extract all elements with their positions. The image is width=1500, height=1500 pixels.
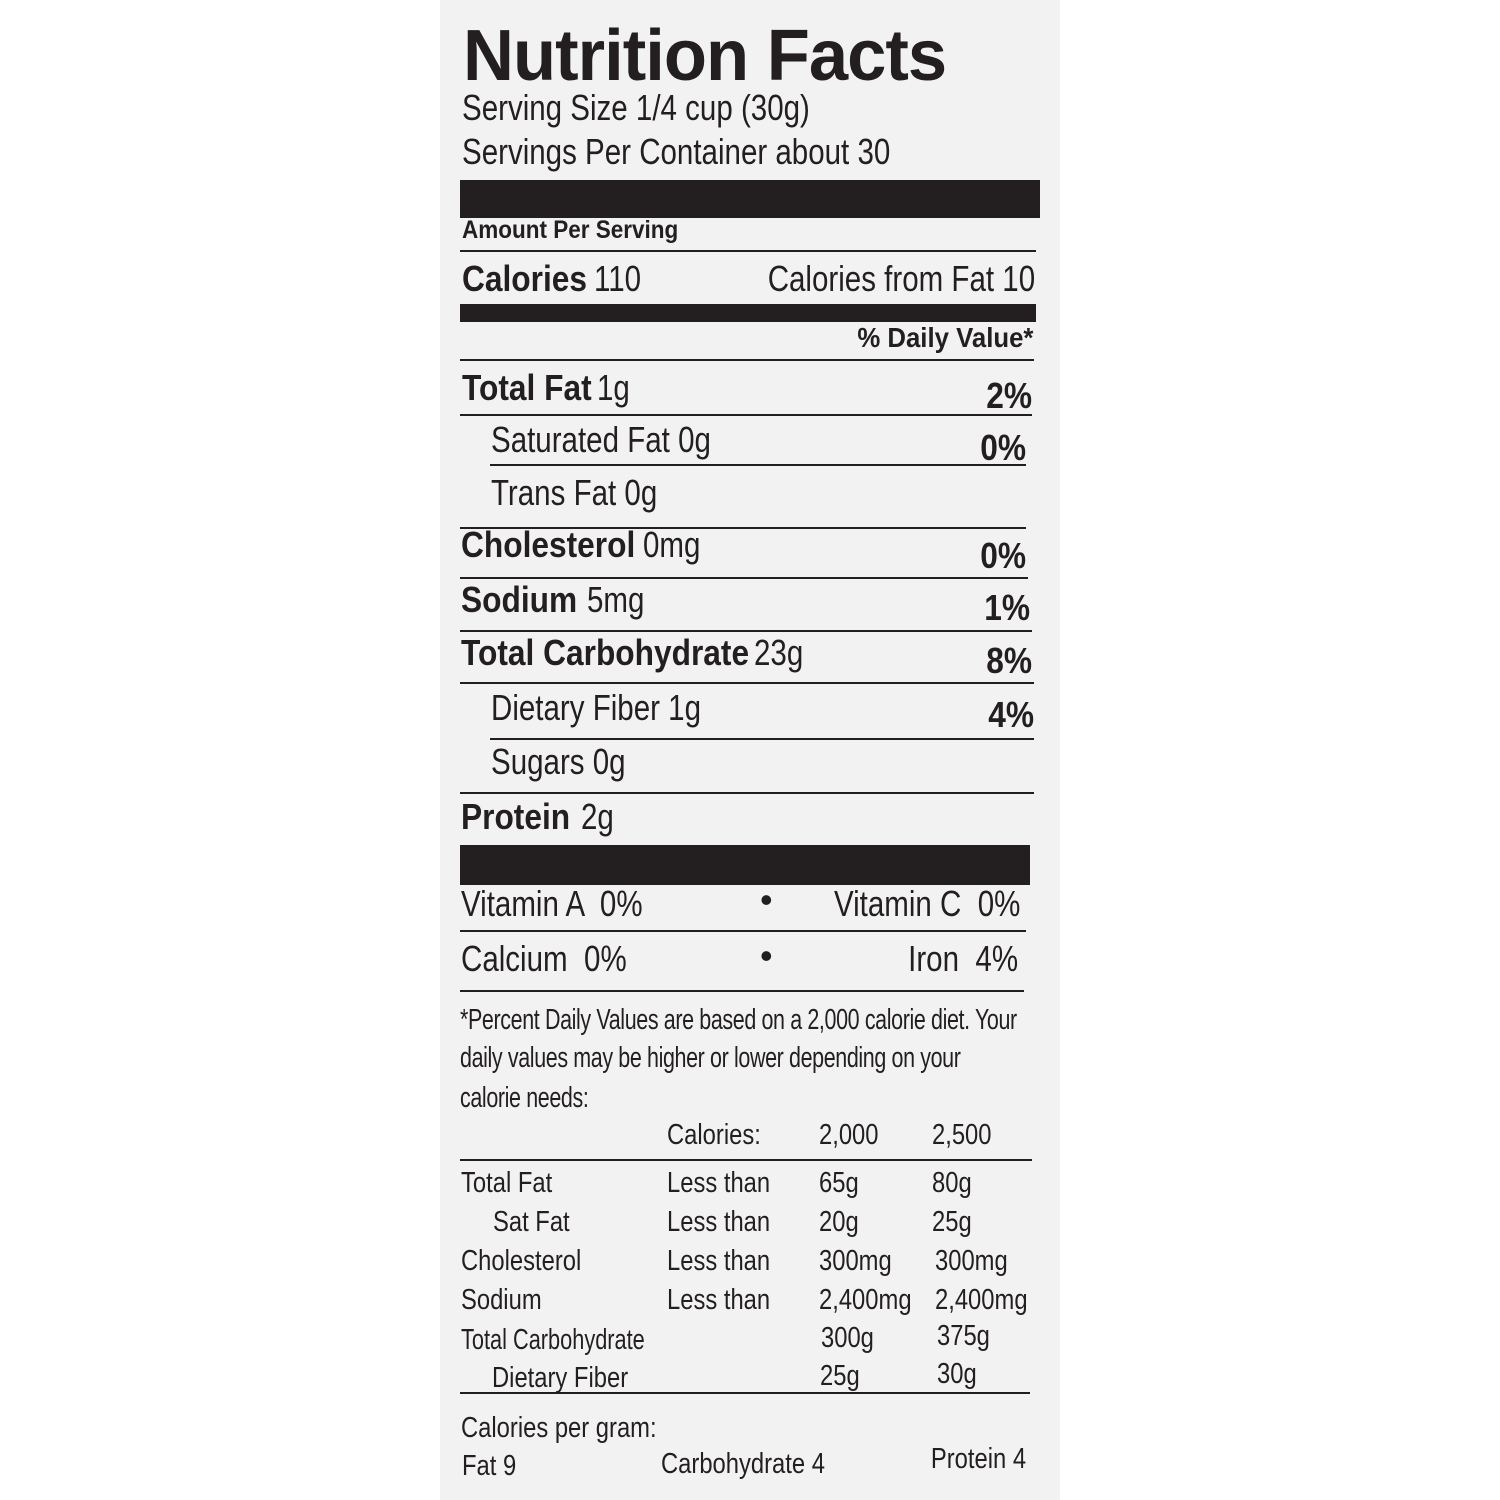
divider bbox=[460, 630, 1032, 632]
dv-table-header-2500: 2,500 bbox=[932, 1119, 992, 1151]
calories-from-fat: Calories from Fat 10 bbox=[767, 258, 1035, 299]
nutrient-total-carbohydrate: Total Carbohydrate 23g bbox=[461, 635, 814, 671]
nutrient-amount: 23g bbox=[754, 632, 804, 673]
nutrient-dietary-fiber: Dietary Fiber 1g bbox=[491, 690, 701, 726]
divider bbox=[460, 250, 1036, 252]
footnote-line: daily values may be higher or lower depe… bbox=[460, 1042, 961, 1074]
thick-divider bbox=[460, 304, 1036, 322]
dv-table-cell: Less than bbox=[667, 1245, 771, 1277]
nutrient-label: Total Carbohydrate bbox=[461, 632, 750, 673]
thick-divider bbox=[460, 845, 1030, 885]
nutrient-sugars: Sugars 0g bbox=[491, 744, 626, 780]
thick-divider bbox=[460, 180, 1040, 218]
nutrient-total-fat: Total Fat 1g bbox=[462, 370, 637, 406]
calories-row: Calories 110 bbox=[462, 261, 651, 297]
servings-per-container: Servings Per Container about 30 bbox=[462, 131, 891, 172]
dv-table-cell: Less than bbox=[667, 1167, 771, 1199]
dv-table-cell: Sat Fat bbox=[493, 1206, 570, 1238]
calories-per-gram-fat: Fat 9 bbox=[462, 1450, 517, 1482]
divider bbox=[460, 930, 1026, 932]
dv-table-header-2000: 2,000 bbox=[819, 1119, 879, 1151]
divider bbox=[460, 527, 1026, 529]
nutrient-label: Saturated Fat bbox=[491, 419, 670, 460]
dv-table-cell: Sodium bbox=[461, 1284, 542, 1316]
bullet: • bbox=[760, 879, 773, 920]
calcium: Calcium 0% bbox=[461, 938, 627, 979]
dv-table-header-calories: Calories: bbox=[667, 1119, 761, 1151]
footnote-line: *Percent Daily Values are based on a 2,0… bbox=[460, 1004, 1017, 1036]
dv-table-cell: 25g bbox=[820, 1360, 860, 1392]
divider bbox=[490, 738, 1034, 740]
dv-table-cell: 300mg bbox=[935, 1245, 1008, 1277]
dv-saturated-fat: 0% bbox=[980, 427, 1026, 468]
dv-table-cell: 2,400mg bbox=[935, 1284, 1028, 1316]
calories-per-gram-label: Calories per gram: bbox=[461, 1412, 657, 1444]
dv-table-cell: Less than bbox=[667, 1206, 771, 1238]
dv-total-fat: 2% bbox=[986, 375, 1032, 416]
dv-table-cell: 2,400mg bbox=[819, 1284, 912, 1316]
nutrient-label: Dietary Fiber bbox=[491, 687, 660, 728]
amount-per-serving: Amount Per Serving bbox=[462, 216, 679, 244]
divider bbox=[460, 990, 1024, 992]
divider bbox=[460, 1392, 1030, 1394]
dv-table-cell: Dietary Fiber bbox=[492, 1362, 629, 1394]
dv-table-cell: 80g bbox=[932, 1167, 972, 1199]
calories-value: 110 bbox=[594, 258, 642, 299]
vitamin-c: Vitamin C 0% bbox=[833, 883, 1020, 924]
dv-total-carbohydrate: 8% bbox=[986, 640, 1032, 681]
calories-label: Calories bbox=[462, 258, 588, 299]
dv-table-cell: Total Fat bbox=[461, 1167, 553, 1199]
dv-table-cell: 65g bbox=[819, 1167, 859, 1199]
calories-per-gram-protein: Protein 4 bbox=[930, 1443, 1026, 1475]
dv-table-cell: 30g bbox=[937, 1358, 977, 1390]
nutrient-sodium: Sodium 5mg bbox=[461, 582, 657, 618]
dv-table-cell: Less than bbox=[667, 1284, 771, 1316]
nutrient-protein: Protein 2g bbox=[461, 799, 621, 835]
dv-table-cell: 300g bbox=[821, 1322, 874, 1354]
divider bbox=[490, 464, 1026, 466]
nutrient-label: Total Fat bbox=[462, 367, 592, 408]
nutrient-label: Sugars bbox=[491, 741, 585, 782]
vitamin-a: Vitamin A 0% bbox=[461, 883, 643, 924]
nutrient-cholesterol: Cholesterol 0mg bbox=[461, 527, 713, 563]
dv-table-cell: 375g bbox=[937, 1320, 990, 1352]
dv-dietary-fiber: 4% bbox=[988, 694, 1034, 735]
nutrient-amount: 5mg bbox=[587, 579, 645, 620]
dv-table-cell: Cholesterol bbox=[461, 1245, 582, 1277]
dv-cholesterol: 0% bbox=[980, 535, 1026, 576]
nutrient-trans-fat: Trans Fat 0g bbox=[491, 475, 657, 511]
nutrient-label: Trans Fat bbox=[491, 472, 617, 513]
footnote-line: calorie needs: bbox=[460, 1082, 589, 1114]
divider bbox=[460, 359, 1034, 361]
divider bbox=[460, 577, 1028, 579]
nutrient-amount: 0g bbox=[678, 419, 711, 460]
divider bbox=[460, 414, 1032, 416]
dv-sodium: 1% bbox=[984, 587, 1030, 628]
nutrient-amount: 1g bbox=[597, 367, 631, 408]
divider bbox=[460, 792, 1034, 794]
dv-table-cell: 20g bbox=[819, 1206, 859, 1238]
dv-table-cell: 300mg bbox=[819, 1245, 892, 1277]
nutrient-amount: 2g bbox=[581, 796, 614, 837]
nutrient-amount: 0mg bbox=[643, 524, 701, 565]
title: Nutrition Facts bbox=[463, 16, 947, 96]
nutrient-amount: 0g bbox=[624, 472, 658, 513]
nutrient-amount: 1g bbox=[668, 687, 702, 728]
nutrient-saturated-fat: Saturated Fat 0g bbox=[491, 422, 711, 458]
nutrient-label: Cholesterol bbox=[461, 524, 636, 565]
nutrient-label: Sodium bbox=[461, 579, 578, 620]
calories-per-gram-carbohydrate: Carbohydrate 4 bbox=[661, 1448, 825, 1480]
iron: Iron 4% bbox=[908, 938, 1018, 979]
divider bbox=[460, 682, 1034, 684]
dv-table-cell: 25g bbox=[932, 1206, 972, 1238]
dv-table-cell: Total Carbohydrate bbox=[461, 1324, 645, 1356]
daily-value-header: % Daily Value* bbox=[856, 322, 1033, 353]
nutrient-amount: 0g bbox=[592, 741, 626, 782]
serving-size: Serving Size 1/4 cup (30g) bbox=[462, 87, 810, 128]
divider bbox=[460, 1159, 1032, 1161]
bullet: • bbox=[760, 935, 773, 976]
nutrient-label: Protein bbox=[461, 796, 571, 837]
